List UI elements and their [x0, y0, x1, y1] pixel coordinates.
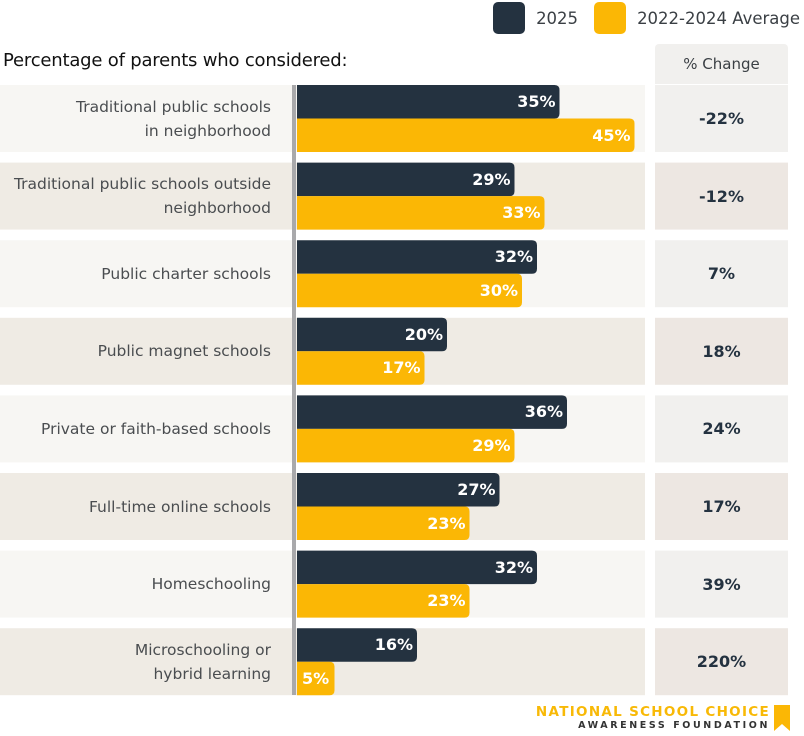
- pct-change-cell: [655, 395, 788, 463]
- bar-average: [297, 661, 335, 696]
- bar-2025: [297, 395, 567, 429]
- legend-swatch-average: [594, 2, 627, 34]
- category-label: Microschooling or hybrid learning: [0, 628, 271, 695]
- bar-2025: [297, 550, 537, 585]
- bar-2025: [297, 628, 417, 662]
- legend-item-2025: 2025: [493, 2, 578, 34]
- logo-text: NATIONAL SCHOOL CHOICE AWARENESS FOUNDAT…: [536, 705, 770, 732]
- bar-average: [297, 584, 470, 618]
- bar-label-2025: 36%: [524, 402, 563, 422]
- category-label-line: Microschooling or: [134, 640, 271, 659]
- bar-label-average: 33%: [502, 203, 541, 223]
- chart-title: Percentage of parents who considered:: [3, 50, 348, 71]
- category-label-text: Microschooling or hybrid learning: [135, 638, 271, 686]
- category-label-line: Private or faith-based schools: [41, 419, 271, 438]
- category-label-line: Full-time online schools: [88, 497, 271, 516]
- bar-average: [297, 506, 470, 540]
- bar-label-average: 45%: [592, 125, 631, 145]
- bar-2025: [297, 162, 515, 197]
- bar-average: [297, 351, 425, 385]
- category-label: Public magnet schools: [0, 318, 271, 385]
- legend-label-average: 2022-2024 Average: [637, 8, 800, 28]
- category-label-line: in neighborhood: [144, 121, 271, 140]
- category-label: Public charter schools: [0, 240, 271, 307]
- pct-change-value: 7%: [707, 264, 736, 284]
- pct-change-value: -12%: [699, 186, 744, 206]
- category-label-line: neighborhood: [163, 199, 271, 218]
- bar-label-2025: 32%: [494, 557, 533, 577]
- bar-2025: [297, 473, 500, 507]
- pct-change-value: 220%: [696, 652, 747, 672]
- bar-2025: [297, 317, 447, 352]
- legend-label-2025: 2025: [536, 8, 579, 28]
- logo: NATIONAL SCHOOL CHOICE AWARENESS FOUNDAT…: [536, 705, 790, 732]
- pct-change-cell: [655, 473, 788, 540]
- pct-change-value: 18%: [702, 341, 741, 361]
- category-label-line: Traditional public schools: [76, 97, 271, 116]
- pct-change-cell: [655, 240, 788, 308]
- bar-label-2025: 16%: [374, 635, 413, 655]
- category-label-text: Traditional public schools in neighborhoo…: [76, 95, 271, 143]
- logo-line1: NATIONAL SCHOOL CHOICE: [535, 704, 770, 720]
- pct-change-value: 39%: [702, 574, 741, 594]
- bar-label-average: 29%: [472, 435, 511, 455]
- category-label-line: Traditional public schools outside: [13, 175, 271, 194]
- bar-label-2025: 32%: [494, 247, 533, 267]
- bar-average: [297, 273, 522, 308]
- category-label-line: Public magnet schools: [97, 342, 271, 361]
- bar-label-2025: 29%: [472, 169, 511, 189]
- bar-label-2025: 20%: [404, 324, 443, 344]
- category-label-line: Public charter schools: [101, 264, 271, 283]
- pct-change-cell: [655, 85, 788, 152]
- legend-swatch-2025: [493, 2, 526, 34]
- pct-change-cell: [655, 162, 788, 230]
- bar-label-average: 5%: [302, 668, 330, 688]
- legend: 2025 2022-2024 Average: [477, 2, 804, 34]
- pct-change-value: 24%: [702, 419, 741, 439]
- category-label-text: Traditional public schools outside neighb…: [14, 172, 271, 220]
- bar-label-average: 23%: [427, 591, 466, 611]
- pct-change-header: % Change: [655, 44, 788, 84]
- bar-average: [297, 428, 515, 463]
- pct-change-cell: [655, 628, 788, 696]
- bar-label-average: 23%: [427, 513, 466, 533]
- pct-change-value: 17%: [702, 497, 741, 516]
- category-label: Full-time online schools: [0, 473, 271, 540]
- bar-average: [297, 196, 545, 230]
- bookmark-ribbon-icon: [774, 705, 790, 731]
- bar-label-2025: 27%: [457, 480, 496, 499]
- category-label: Homeschooling: [0, 551, 271, 618]
- bar-label-average: 17%: [382, 358, 421, 378]
- bar-label-average: 30%: [479, 280, 518, 300]
- category-label-line: hybrid learning: [153, 664, 271, 683]
- bar-average: [297, 118, 635, 152]
- category-label: Traditional public schools outside neighb…: [0, 163, 271, 230]
- pct-change-cell: [655, 317, 788, 385]
- bar-2025: [297, 85, 560, 119]
- pct-change-value: -22%: [699, 109, 744, 128]
- category-label-text: Public charter schools: [101, 262, 271, 286]
- pct-change-cell: [655, 550, 788, 618]
- category-label-text: Public magnet schools: [98, 339, 271, 363]
- legend-item-average: 2022-2024 Average: [594, 2, 800, 34]
- axis-baseline: [292, 85, 296, 695]
- category-label-text: Private or faith-based schools: [41, 417, 271, 441]
- category-label-text: Full-time online schools: [89, 495, 271, 519]
- bar-2025: [297, 240, 537, 274]
- category-label: Traditional public schools in neighborhoo…: [0, 85, 271, 152]
- category-label: Private or faith-based schools: [0, 395, 271, 462]
- category-label-line: Homeschooling: [151, 575, 271, 594]
- logo-line2: AWARENESS FOUNDATION: [578, 720, 770, 731]
- category-label-text: Homeschooling: [152, 572, 271, 596]
- bar-label-2025: 35%: [517, 92, 556, 111]
